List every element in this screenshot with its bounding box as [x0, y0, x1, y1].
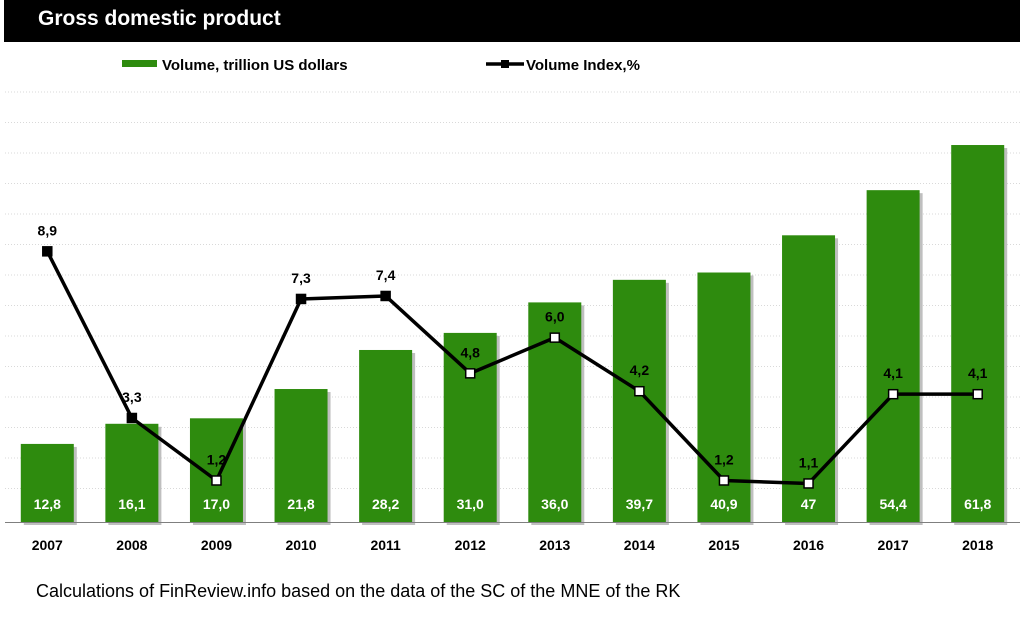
x-tick-label: 2010 — [285, 537, 316, 553]
bar-series: 12,8 16,1 17,0 21,8 28,2 31,0 36,0 39,7 40,9 47 54… — [20, 145, 1008, 526]
line-marker — [549, 332, 561, 343]
bar — [105, 423, 159, 522]
line-value-label: 8,9 — [38, 222, 58, 238]
line-value-label: 4,8 — [460, 344, 480, 360]
bar-value-label: 40,9 — [710, 496, 737, 512]
bar — [612, 279, 666, 522]
legend-bar-swatch — [122, 60, 157, 67]
x-tick-label: 2014 — [624, 537, 655, 553]
x-tick-label: 2016 — [793, 537, 824, 553]
bar — [189, 418, 243, 522]
line-marker — [718, 475, 730, 486]
bar — [866, 190, 920, 522]
line-series: 8,9 3,3 1,2 7,3 7,4 4,8 6,0 4,2 1,2 1,1 4,1 4,1 — [38, 222, 988, 489]
bar — [443, 332, 497, 522]
bar-value-label: 12,8 — [34, 496, 61, 512]
bar-value-label: 21,8 — [287, 496, 314, 512]
source-note: Calculations of FinReview.info based on … — [36, 581, 681, 601]
title-bar: Gross domestic product — [4, 0, 1020, 42]
line-marker — [972, 388, 983, 400]
bar-value-label: 61,8 — [964, 496, 991, 512]
x-tick-label: 2017 — [878, 537, 909, 553]
line-value-label: 1,2 — [714, 451, 734, 467]
line-marker — [803, 478, 814, 489]
bar-value-label: 17,0 — [203, 496, 230, 512]
x-tick-label: 2007 — [32, 537, 63, 553]
bar-value-label: 39,7 — [626, 496, 653, 512]
x-tick-label: 2009 — [201, 537, 232, 553]
x-tick-label: 2013 — [539, 537, 570, 553]
x-tick-label: 2012 — [455, 537, 486, 553]
line-value-label: 4,2 — [630, 362, 650, 378]
x-tick-label: 2015 — [708, 537, 739, 553]
line-value-label: 1,1 — [799, 454, 819, 470]
line-value-label: 7,3 — [291, 270, 311, 286]
bar — [20, 443, 74, 522]
line-value-label: 4,1 — [883, 365, 903, 381]
bar — [782, 235, 836, 523]
line-value-label: 3,3 — [122, 389, 142, 405]
line-marker — [887, 388, 899, 400]
legend: Volume, trillion US dollars Volume Index,… — [122, 57, 640, 74]
legend-line-marker — [501, 60, 509, 68]
chart-title: Gross domestic product — [38, 7, 281, 30]
line-value-label: 1,2 — [207, 451, 227, 467]
legend-line-label: Volume Index,% — [526, 57, 640, 74]
line-marker — [464, 368, 476, 379]
x-axis: 2007 2008 2009 2010 2011 2012 2013 2014 2015 2016… — [5, 522, 1020, 553]
line-marker — [211, 475, 222, 486]
line-value-label: 4,1 — [968, 365, 988, 381]
bar-value-label: 47 — [801, 496, 817, 512]
bar-value-label: 16,1 — [118, 496, 145, 512]
line-marker — [634, 385, 645, 397]
bar-value-label: 54,4 — [880, 496, 907, 512]
index-line — [45, 250, 978, 486]
line-marker — [295, 293, 307, 305]
line-marker — [380, 290, 391, 302]
x-tick-label: 2011 — [370, 537, 401, 553]
bar-value-label: 31,0 — [457, 496, 484, 512]
x-tick-label: 2018 — [962, 537, 993, 553]
legend-bar-label: Volume, trillion US dollars — [162, 57, 348, 74]
bar — [359, 349, 413, 522]
bar — [274, 389, 328, 522]
line-marker — [42, 246, 53, 257]
gdp-chart: 12,8 16,1 17,0 21,8 28,2 31,0 36,0 39,7 40,9 47 54… — [5, 57, 1020, 553]
line-value-label: 6,0 — [545, 309, 565, 325]
bar — [951, 145, 1005, 522]
x-tick-label: 2008 — [116, 537, 147, 553]
gridlines — [5, 91, 1020, 489]
bar-value-label: 36,0 — [541, 496, 568, 512]
line-marker — [126, 412, 138, 424]
line-value-label: 7,4 — [376, 267, 396, 283]
bar-value-label: 28,2 — [372, 496, 399, 512]
